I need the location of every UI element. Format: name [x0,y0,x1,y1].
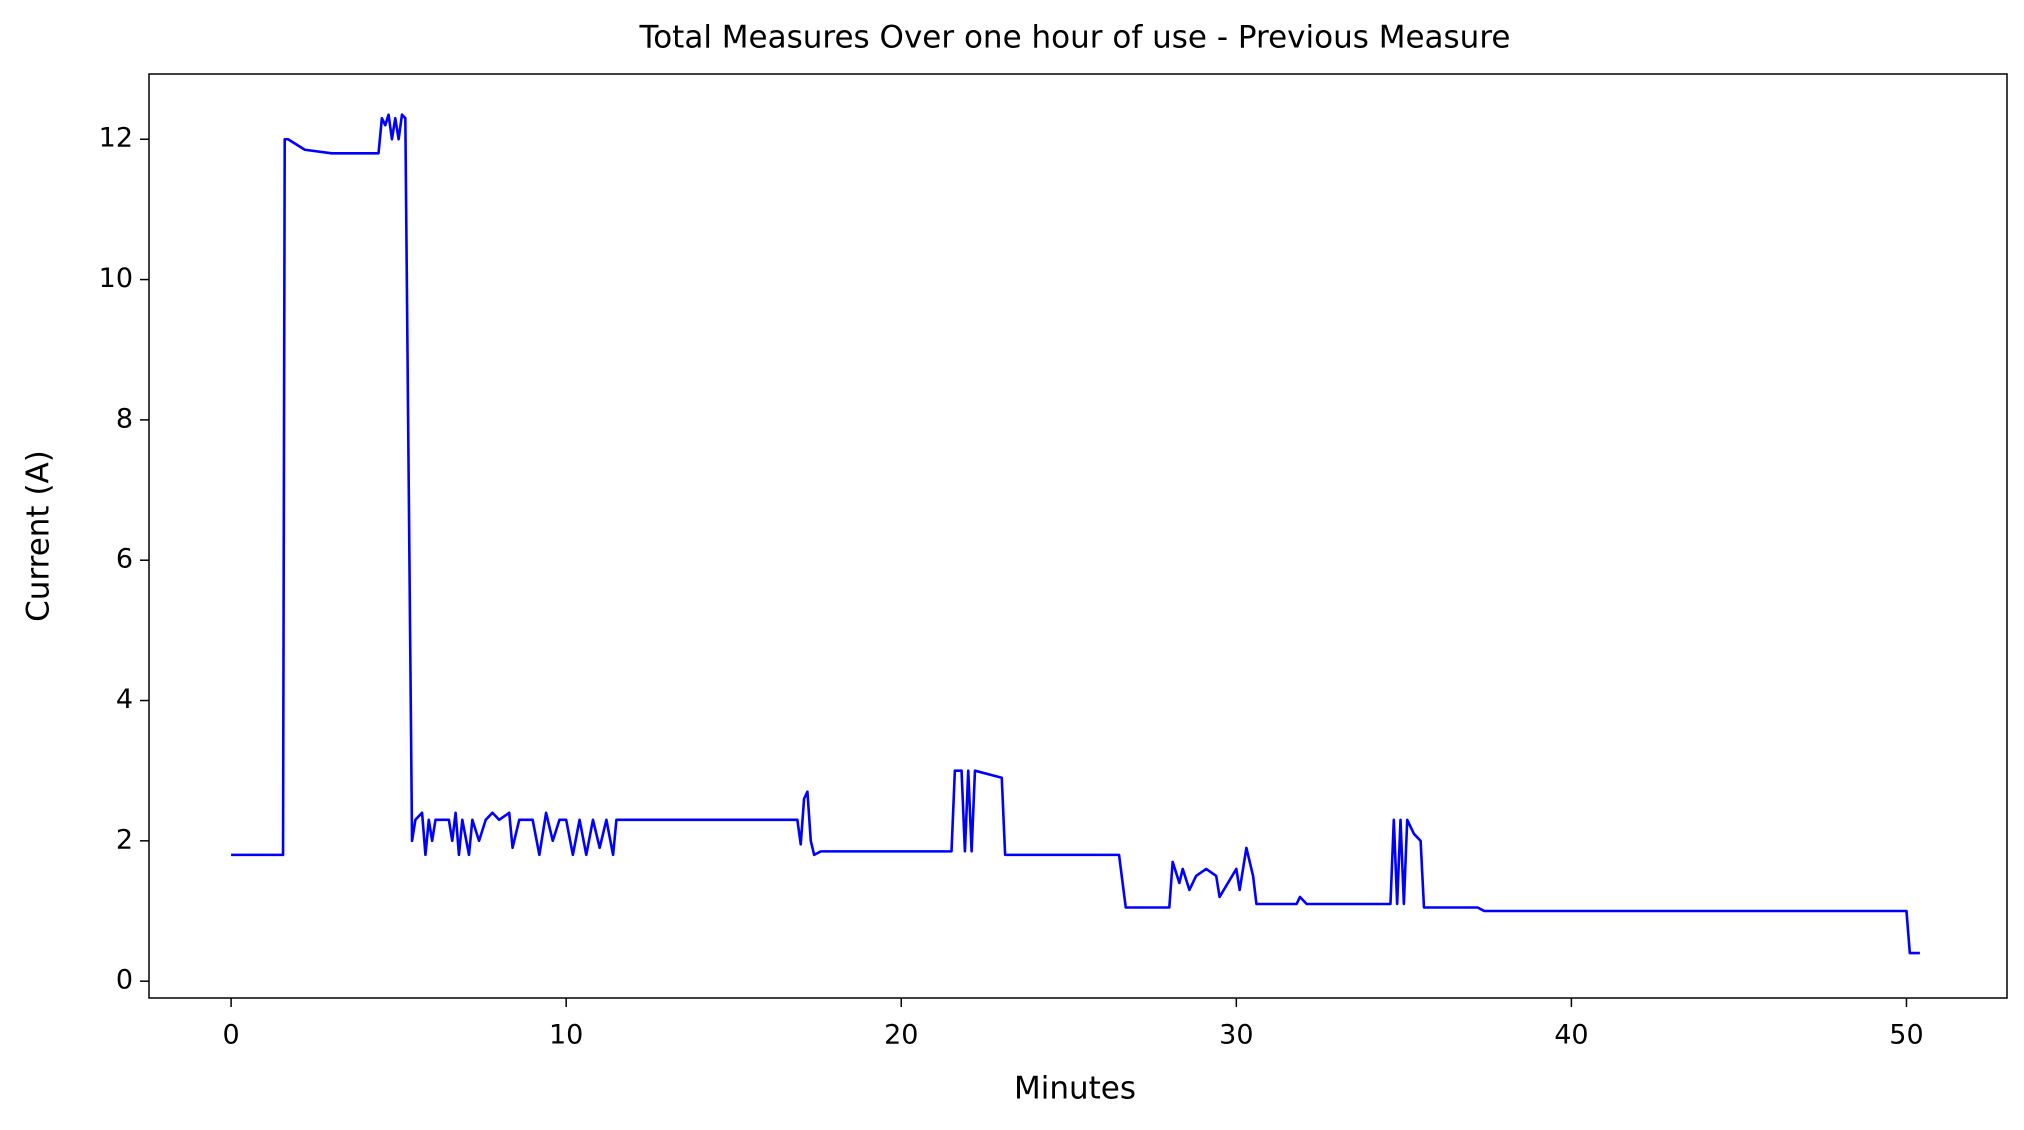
y-axis-label: Current (A) [21,450,57,622]
y-tick-label: 4 [116,684,133,715]
y-tick-label: 6 [116,544,133,575]
plot-frame [148,73,2008,999]
y-tick-label: 8 [116,403,133,434]
x-axis-label: Minutes [1014,1071,1136,1107]
y-tick-label: 0 [116,965,133,996]
x-tick-label: 30 [1219,1020,1253,1051]
chart-title: Total Measures Over one hour of use - Pr… [639,20,1511,56]
y-tick-label: 2 [116,824,133,855]
y-tick-label: 10 [99,263,133,294]
data-line [231,113,1920,955]
x-tick-label: 0 [223,1020,240,1051]
x-tick-label: 20 [884,1020,918,1051]
y-tick-label: 12 [99,123,133,154]
x-tick-label: 10 [549,1020,583,1051]
x-tick-label: 40 [1554,1020,1588,1051]
x-tick-label: 50 [1889,1020,1923,1051]
